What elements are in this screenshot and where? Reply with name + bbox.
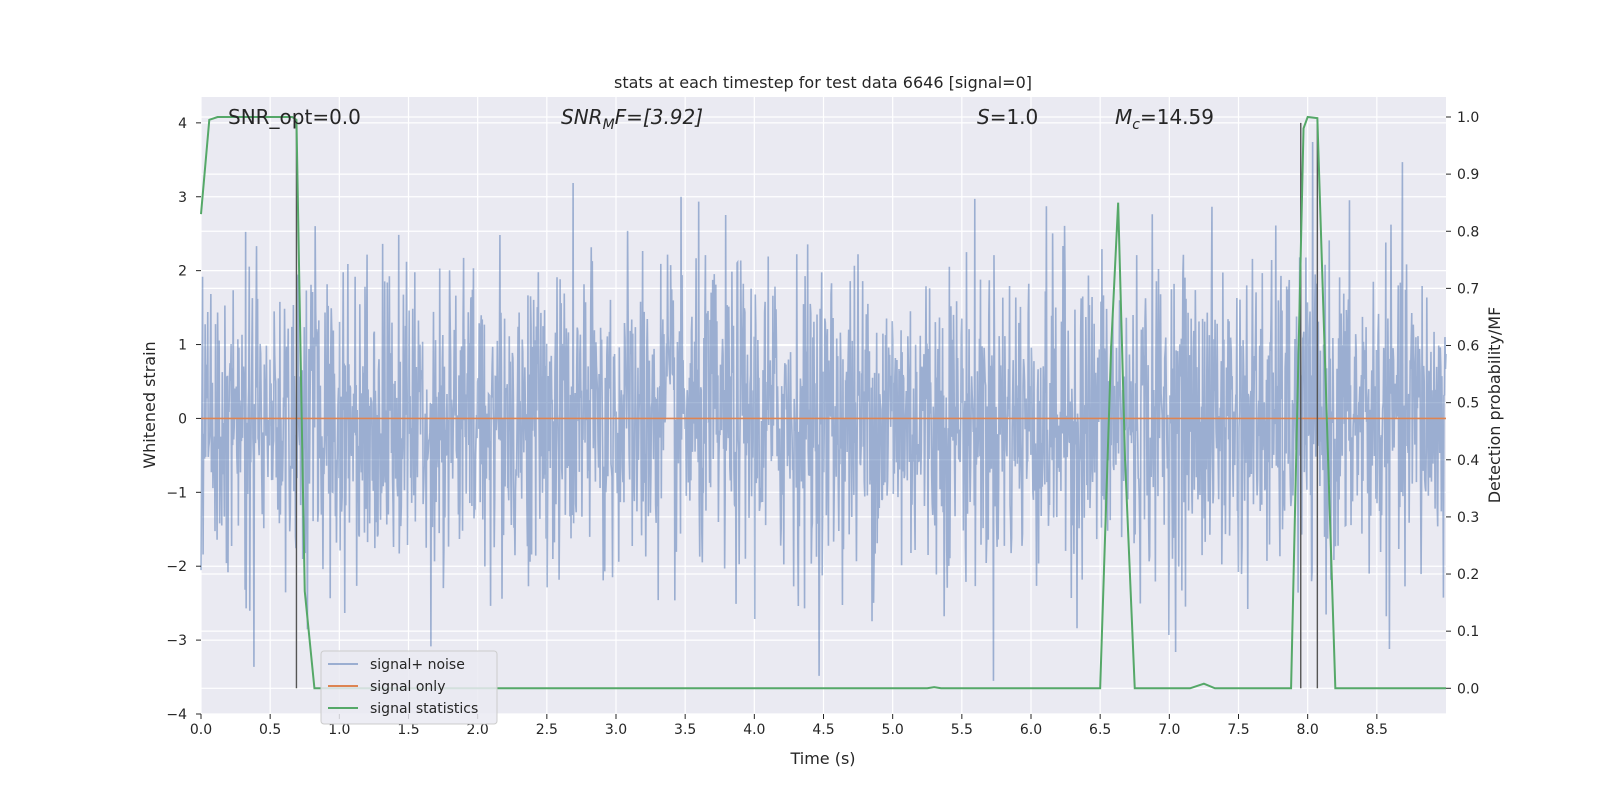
x-tick-label: 1.5 [397, 722, 419, 738]
y-axis-label-right: Detection probability/MF [1485, 307, 1504, 504]
x-tick-label: 7.0 [1158, 722, 1180, 738]
y-tick-label-right: 0.7 [1457, 281, 1479, 297]
x-tick-label: 2.5 [536, 722, 558, 738]
annotation-mc: Mc=14.59 [1115, 105, 1214, 133]
y-tick-label-left: 4 [178, 116, 187, 132]
y-tick-label-right: 0.2 [1457, 567, 1479, 583]
noise-series [200, 141, 1447, 681]
mc-base: M [1115, 105, 1132, 129]
x-tick-label: 3.5 [674, 722, 696, 738]
x-tick-label: 5.5 [951, 722, 973, 738]
s-base: S [977, 105, 990, 129]
mc-sub: c [1132, 117, 1140, 133]
x-tick-label: 0.5 [259, 722, 281, 738]
x-tick-label: 4.5 [812, 722, 834, 738]
y-tick-label-right: 0.3 [1457, 510, 1479, 526]
mc-rest: =14.59 [1140, 105, 1214, 129]
ticks: 0.0 0.5 1.0 1.5 2.0 2.5 3.0 3.5 4.0 4.5 5.0 5.5 6.0 6… [166, 110, 1479, 738]
chart-title: stats at each timestep for test data 664… [614, 73, 1032, 92]
x-tick-label: 6.5 [1089, 722, 1111, 738]
series-signal-noise [200, 141, 1447, 681]
x-tick-label: 4.0 [743, 722, 765, 738]
y-tick-label-right: 0.6 [1457, 339, 1479, 355]
x-axis-label: Time (s) [789, 749, 855, 768]
x-tick-label: 8.5 [1366, 722, 1388, 738]
legend-label-noise: signal+ noise [370, 657, 465, 673]
annotation-s: S=1.0 [977, 105, 1038, 129]
y-tick-label-right: 0.0 [1457, 681, 1479, 697]
x-tick-label: 0.0 [190, 722, 212, 738]
snr-mf-base: SNR [561, 105, 603, 129]
annotation-snr-opt: SNR_opt=0.0 [228, 105, 361, 129]
y-axis-label-left: Whitened strain [140, 341, 159, 468]
annotation-snr-mf: SNRMF=[3.92] [561, 105, 703, 133]
y-tick-label-right: 0.5 [1457, 396, 1479, 412]
legend-label-signal: signal only [370, 679, 445, 695]
x-tick-label: 7.5 [1227, 722, 1249, 738]
x-tick-label: 8.0 [1297, 722, 1319, 738]
line-series [200, 115, 1446, 690]
y-tick-label-right: 0.1 [1457, 624, 1479, 640]
x-tick-label: 5.0 [882, 722, 904, 738]
x-tick-label: 3.0 [605, 722, 627, 738]
y-tick-label-left: 3 [178, 190, 187, 206]
y-tick-label-right: 1.0 [1457, 110, 1479, 126]
series-signal-statistics [200, 115, 1446, 690]
legend-box [320, 650, 498, 725]
y-tick-label-left: −2 [166, 559, 187, 575]
s-rest: =1.0 [990, 105, 1039, 129]
x-tick-label: 2.0 [467, 722, 489, 738]
y-tick-label-left: 1 [178, 338, 187, 354]
y-tick-label-left: 0 [178, 411, 187, 427]
y-tick-label-left: −3 [166, 633, 187, 649]
x-tick-label: 1.0 [328, 722, 350, 738]
snr-mf-sub: M [603, 117, 615, 133]
y-tick-label-right: 0.4 [1457, 453, 1479, 469]
y-tick-label-right: 0.8 [1457, 224, 1479, 240]
y-tick-label-left: −4 [166, 707, 187, 723]
y-tick-label-left: 2 [178, 264, 187, 280]
legend: signal+ noise signal only signal statist… [320, 650, 498, 725]
x-tick-label: 6.0 [1020, 722, 1042, 738]
y-tick-label-right: 0.9 [1457, 167, 1479, 183]
y-tick-label-left: −1 [166, 485, 187, 501]
legend-label-stats: signal statistics [370, 701, 478, 717]
snr-mf-rest-italic: F=[3.92] [615, 105, 703, 129]
